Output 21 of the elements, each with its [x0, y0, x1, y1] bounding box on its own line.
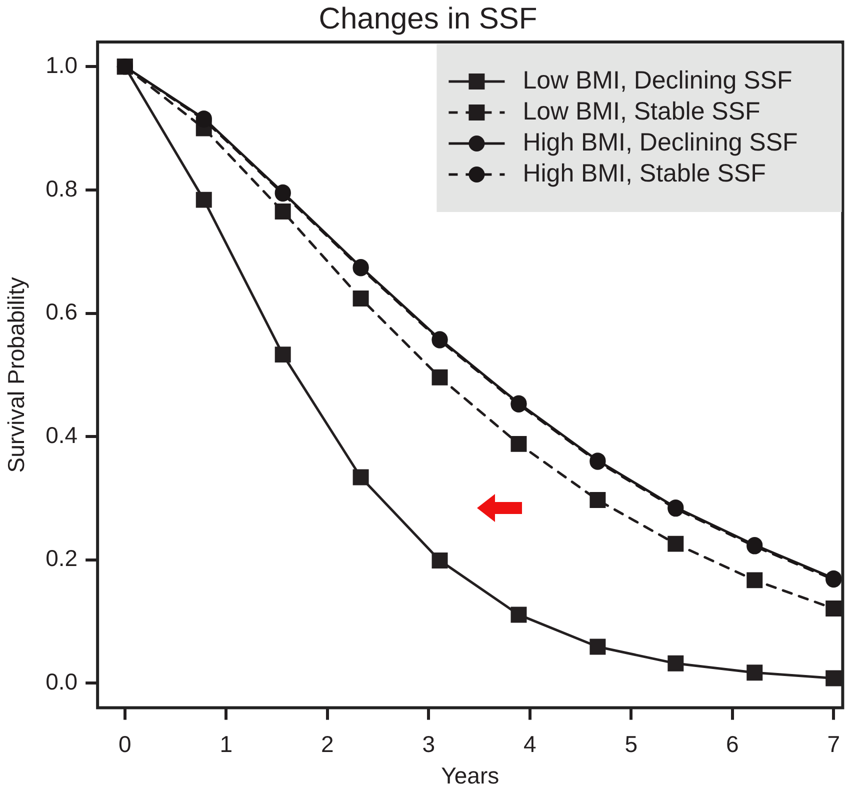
x-tick-label: 1	[220, 730, 233, 757]
y-tick-label: 0.0	[46, 668, 78, 694]
y-tick-label: 0.8	[46, 175, 78, 202]
y-tick-label: 0.6	[46, 298, 78, 325]
x-tick-label: 3	[422, 730, 436, 757]
chart-title: Changes in SSF	[318, 2, 538, 36]
x-tick-label: 6	[726, 730, 739, 757]
legend-label: High BMI, Declining SSF	[522, 128, 798, 156]
y-tick-label: 0.2	[46, 545, 78, 572]
y-axis-title: Survival Probability	[3, 276, 30, 473]
x-tick-label: 5	[624, 730, 638, 757]
y-tick-label: 1.0	[46, 52, 78, 78]
x-axis-title: Years	[441, 762, 500, 789]
legend-label: High BMI, Stable SSF	[522, 159, 766, 188]
x-tick-label: 4	[523, 730, 536, 757]
legend-label: Low BMI, Stable SSF	[522, 97, 760, 126]
x-tick-label: 0	[118, 730, 132, 757]
y-tick-label: 0.4	[46, 422, 78, 448]
legend-label: Low BMI, Declining SSF	[522, 66, 792, 94]
x-tick-label: 2	[320, 730, 334, 757]
x-tick-label: 7	[827, 730, 840, 757]
